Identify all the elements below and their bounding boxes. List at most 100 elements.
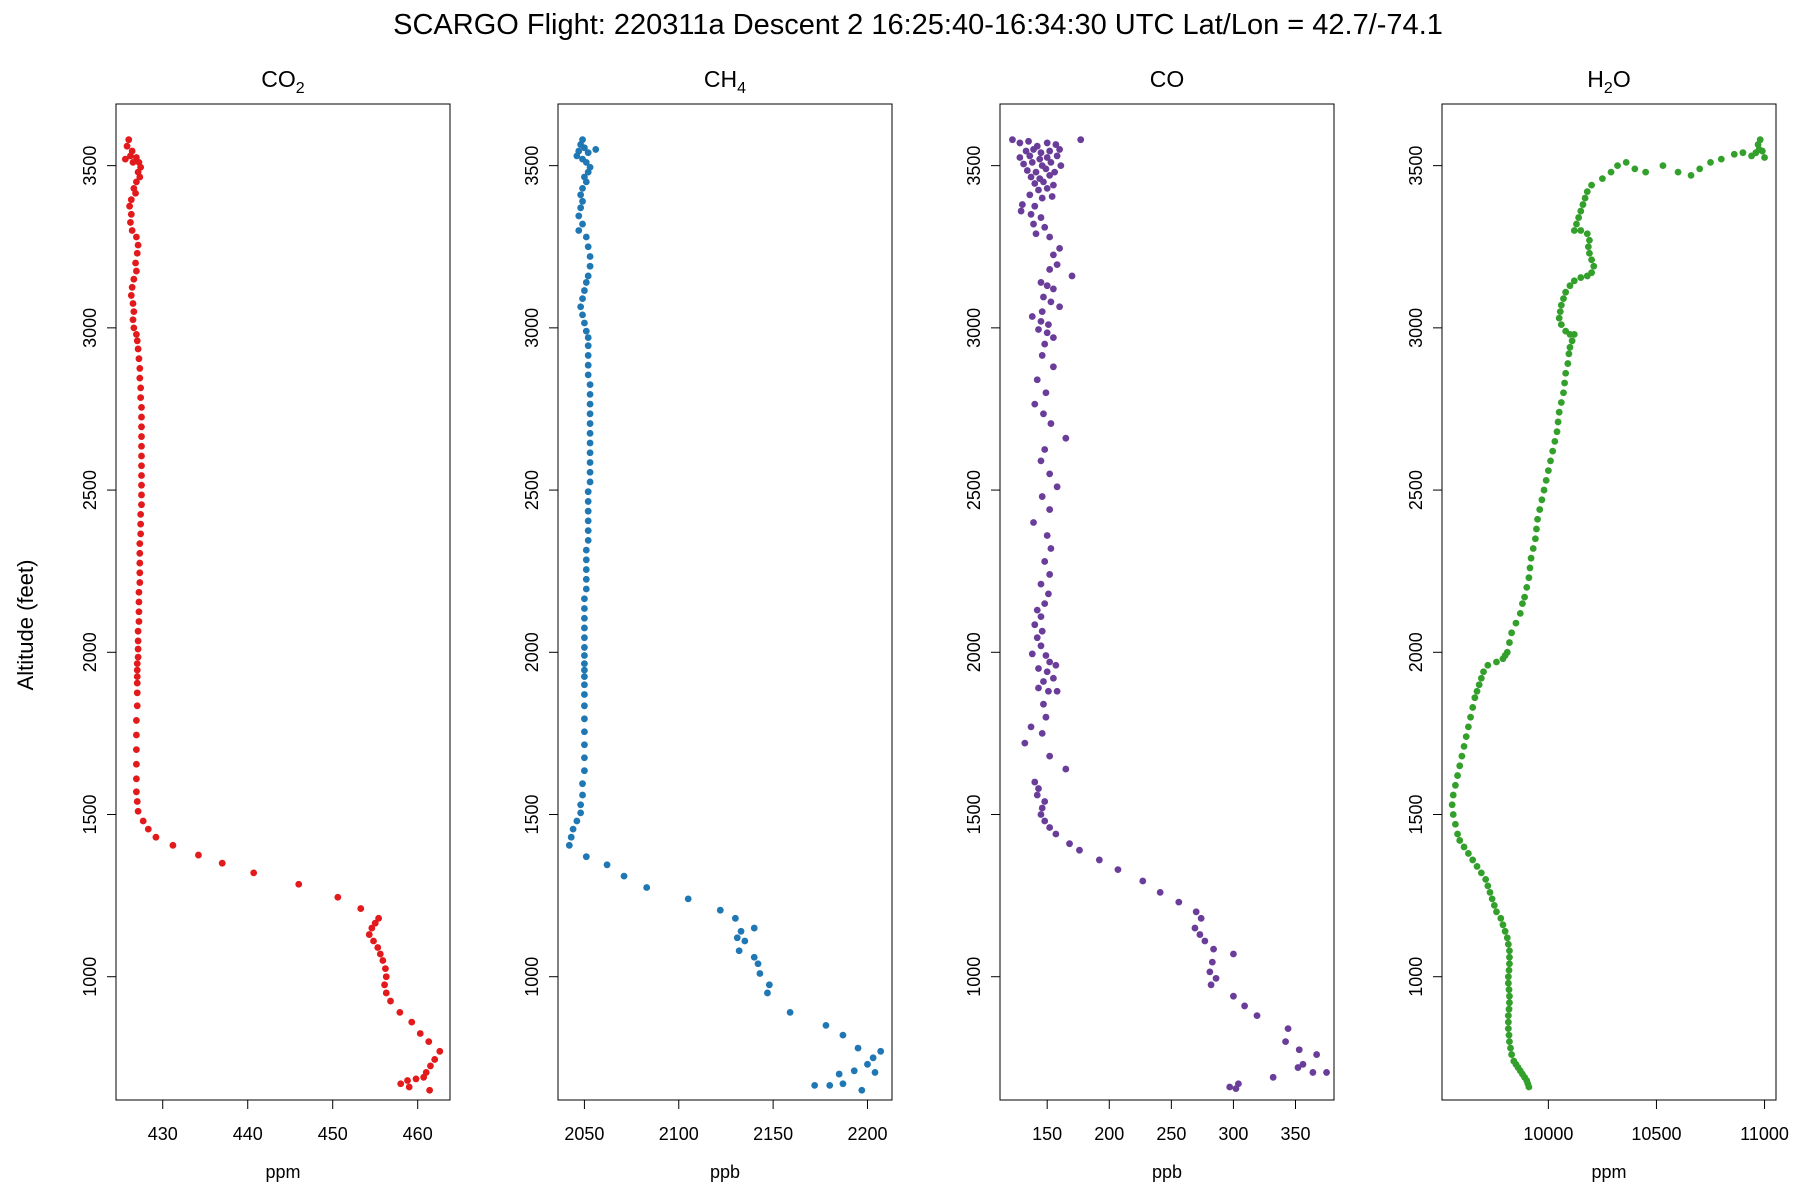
data-point bbox=[1460, 742, 1468, 750]
data-point bbox=[1192, 908, 1200, 916]
data-point bbox=[586, 400, 594, 408]
data-point bbox=[1253, 1012, 1261, 1020]
data-point bbox=[584, 149, 592, 157]
x-tick-label: 200 bbox=[1094, 1124, 1124, 1144]
data-point bbox=[135, 608, 143, 616]
data-point bbox=[1631, 165, 1639, 173]
data-point bbox=[132, 259, 139, 267]
data-point bbox=[1009, 136, 1016, 144]
data-point bbox=[1156, 888, 1164, 896]
data-point bbox=[586, 478, 594, 486]
data-point bbox=[136, 549, 144, 557]
data-point bbox=[579, 295, 586, 303]
data-point bbox=[1555, 408, 1563, 416]
data-point bbox=[1049, 363, 1057, 371]
data-point bbox=[1295, 1046, 1303, 1054]
data-point bbox=[1035, 684, 1042, 692]
x-tick-label: 2100 bbox=[659, 1124, 699, 1144]
data-point bbox=[132, 189, 139, 197]
data-point bbox=[750, 924, 758, 932]
data-point bbox=[129, 158, 137, 166]
data-point bbox=[130, 308, 138, 316]
data-point bbox=[137, 520, 145, 528]
data-point bbox=[1566, 282, 1574, 290]
data-point bbox=[1464, 723, 1472, 731]
data-point bbox=[582, 279, 590, 286]
data-point bbox=[581, 741, 588, 749]
data-point bbox=[127, 152, 134, 160]
panel-title-subscript: 4 bbox=[737, 80, 746, 97]
x-tick-label: 2200 bbox=[847, 1124, 887, 1144]
data-point bbox=[1299, 1060, 1307, 1068]
data-point bbox=[1464, 850, 1472, 857]
data-point bbox=[1477, 674, 1485, 682]
data-point bbox=[127, 219, 134, 226]
data-point bbox=[1038, 493, 1046, 500]
data-point bbox=[132, 775, 140, 783]
data-point bbox=[138, 433, 145, 440]
data-point bbox=[581, 614, 588, 622]
data-point bbox=[1031, 621, 1039, 629]
data-point bbox=[1197, 914, 1205, 922]
data-point bbox=[1056, 146, 1063, 153]
data-point bbox=[1527, 554, 1535, 562]
data-point bbox=[577, 801, 585, 809]
data-point bbox=[133, 666, 141, 674]
data-point bbox=[1717, 155, 1725, 163]
data-point bbox=[1456, 837, 1464, 844]
data-point bbox=[1561, 379, 1568, 387]
data-point bbox=[1506, 639, 1513, 646]
data-point bbox=[1026, 191, 1034, 199]
data-point bbox=[1046, 658, 1054, 666]
data-point bbox=[1469, 856, 1477, 864]
data-point bbox=[877, 1047, 885, 1055]
data-point bbox=[1062, 434, 1070, 442]
data-point bbox=[582, 585, 590, 593]
data-point bbox=[133, 249, 141, 257]
data-point bbox=[1206, 968, 1214, 976]
data-point bbox=[133, 337, 141, 345]
data-point bbox=[1037, 642, 1045, 650]
data-point bbox=[592, 146, 600, 153]
panel-title-main: CO bbox=[1150, 66, 1185, 92]
data-point bbox=[1516, 609, 1524, 617]
y-axis-label: Altitude (feet) bbox=[13, 560, 38, 691]
data-point bbox=[138, 413, 145, 421]
data-point bbox=[1269, 1073, 1277, 1081]
data-point bbox=[733, 934, 741, 942]
data-point bbox=[382, 965, 389, 973]
data-point bbox=[1560, 389, 1567, 397]
y-tick-label: 3000 bbox=[80, 308, 100, 348]
data-point bbox=[1052, 661, 1060, 669]
panel-title-subscript: 2 bbox=[1604, 80, 1613, 97]
data-point bbox=[1477, 869, 1485, 877]
data-point bbox=[1504, 1012, 1512, 1020]
data-point bbox=[1045, 590, 1052, 598]
data-point bbox=[1525, 1083, 1533, 1091]
data-point bbox=[1707, 158, 1714, 166]
data-point bbox=[581, 728, 588, 736]
data-point bbox=[1057, 162, 1065, 170]
data-point bbox=[586, 429, 594, 437]
data-point bbox=[1037, 457, 1045, 465]
data-point bbox=[1614, 162, 1621, 170]
data-point bbox=[1017, 207, 1025, 215]
data-point bbox=[416, 1030, 424, 1037]
data-point bbox=[1076, 846, 1083, 854]
data-point bbox=[1139, 877, 1147, 885]
data-point bbox=[579, 780, 586, 788]
x-tick-label: 440 bbox=[233, 1124, 263, 1144]
data-point bbox=[584, 536, 592, 544]
data-point bbox=[1531, 535, 1539, 543]
data-point bbox=[1042, 389, 1050, 397]
data-point bbox=[1201, 937, 1209, 945]
data-point bbox=[1056, 303, 1063, 311]
data-point bbox=[1212, 974, 1220, 982]
panel-title-subscript: 2 bbox=[296, 80, 305, 97]
y-tick-label: 1000 bbox=[522, 957, 542, 997]
data-point bbox=[1607, 168, 1615, 176]
data-point bbox=[1041, 558, 1049, 565]
data-point bbox=[1041, 340, 1049, 348]
data-point bbox=[132, 233, 140, 241]
data-point bbox=[1046, 233, 1054, 241]
